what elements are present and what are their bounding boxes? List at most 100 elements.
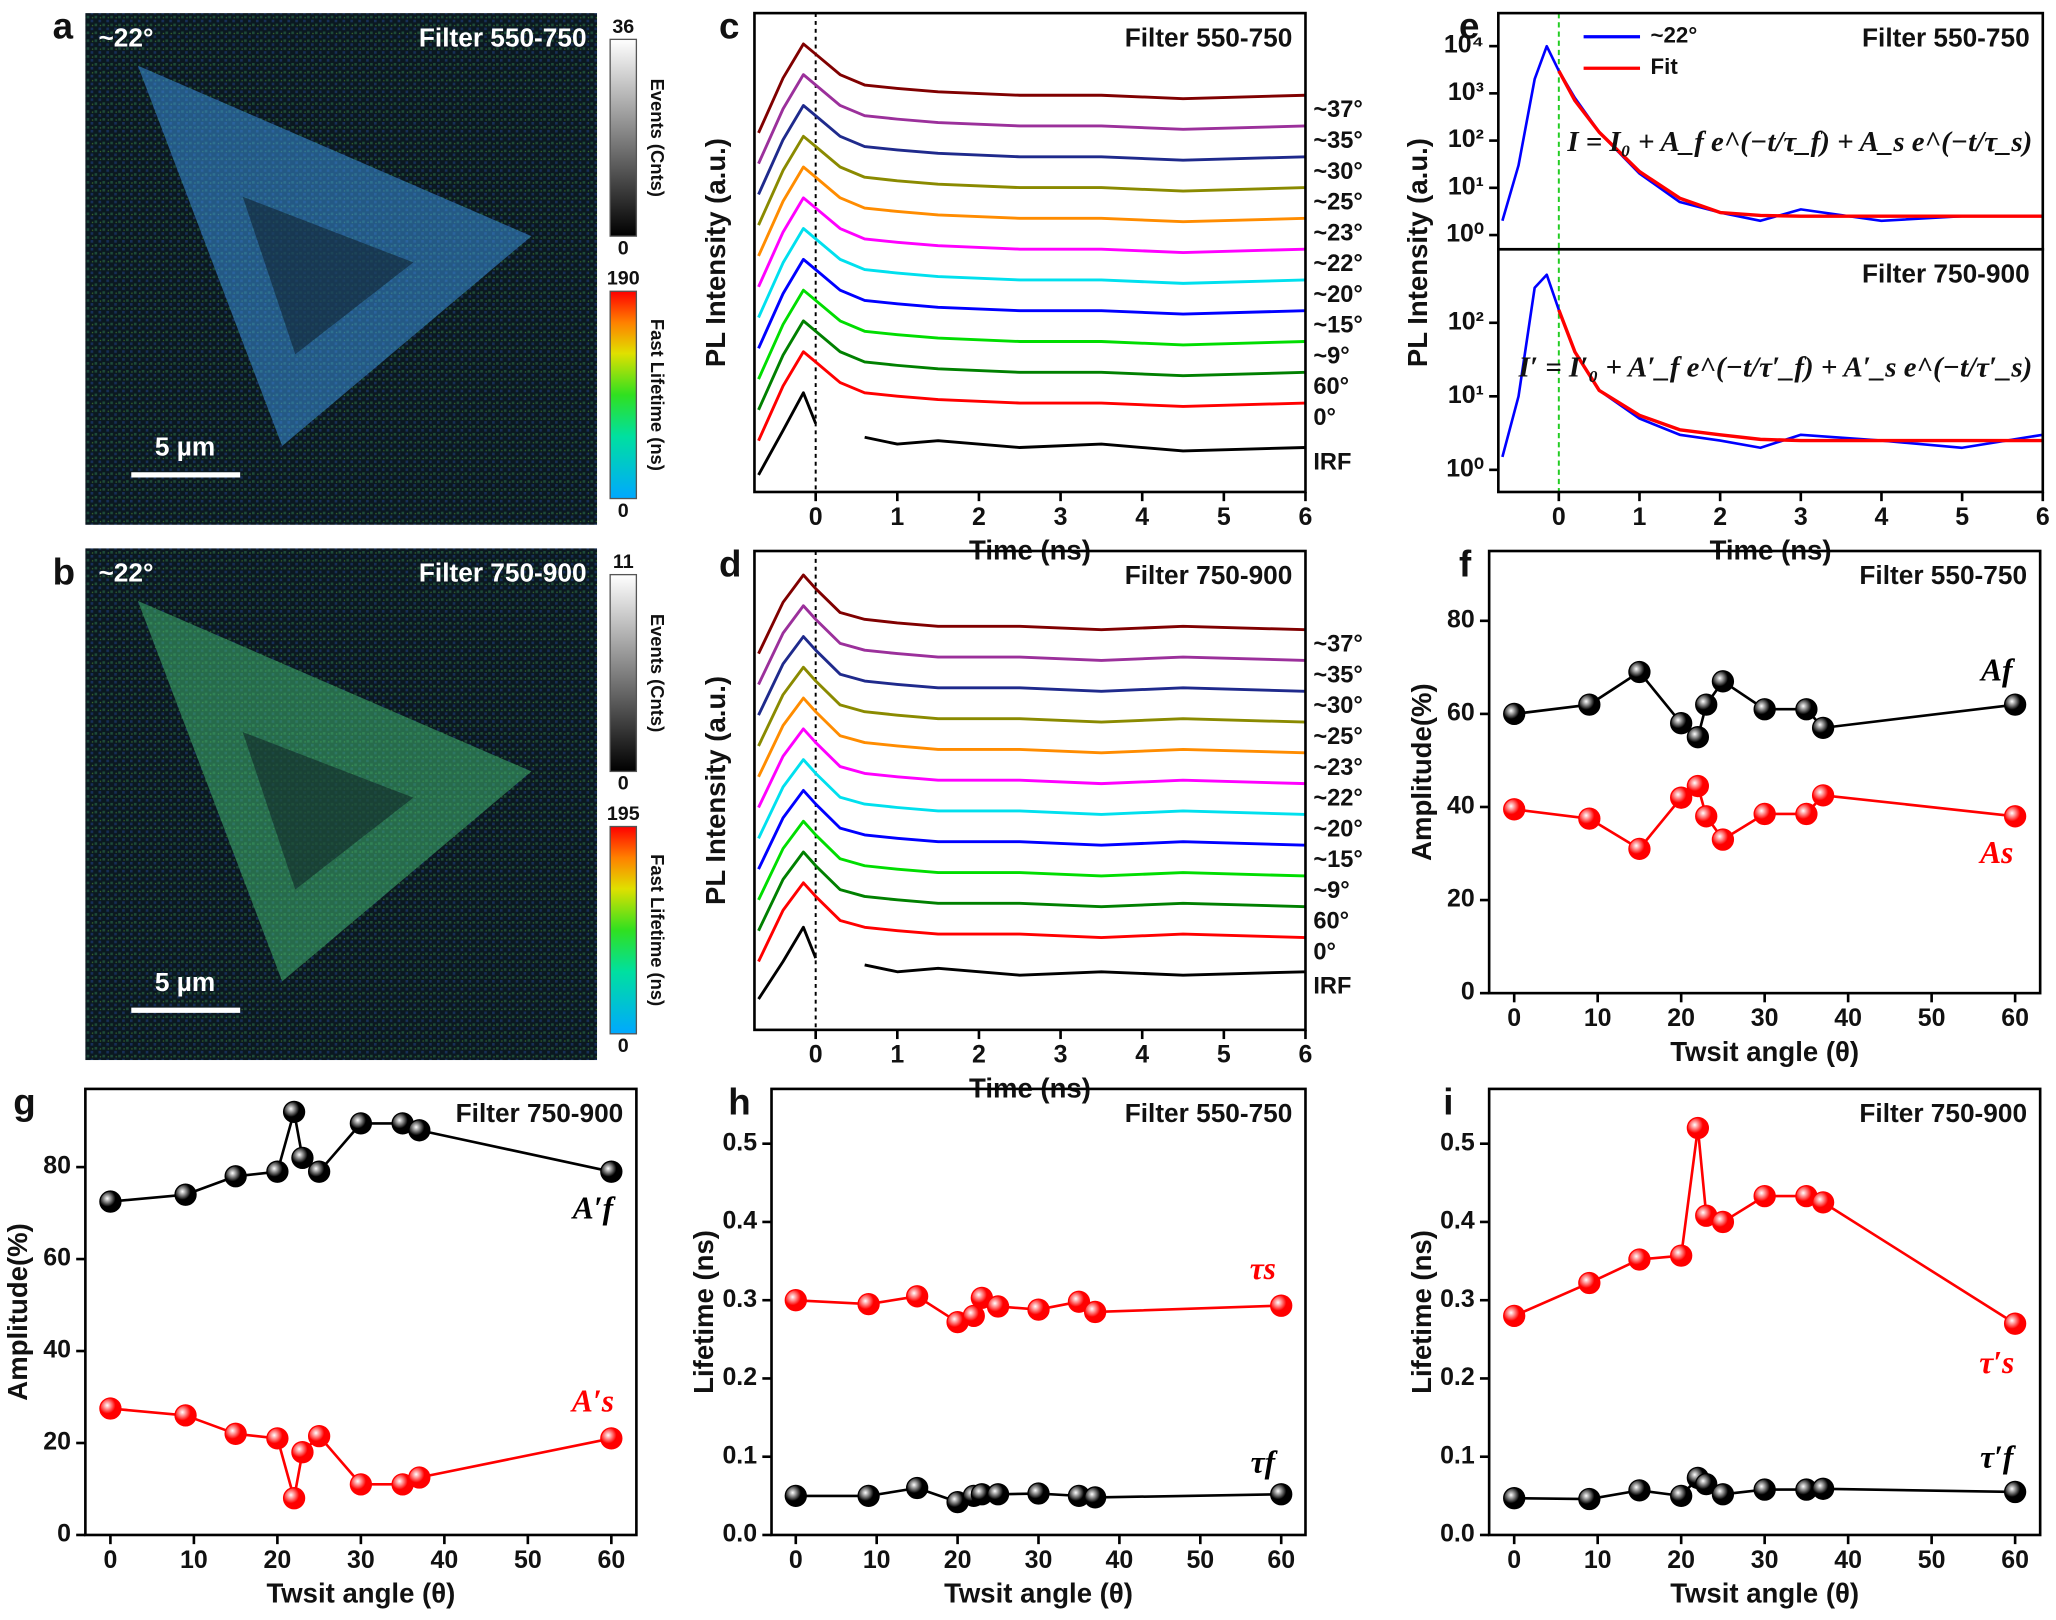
series-annotation: τ′f — [1980, 1440, 2017, 1475]
colorbar — [609, 38, 638, 237]
x-tick-label: 4 — [1135, 503, 1149, 531]
y-tick-label: 0.4 — [1440, 1207, 1475, 1235]
data-curve — [1501, 273, 2043, 458]
filter-label: Filter 550-750 — [419, 22, 587, 52]
series-label: ~35° — [1313, 662, 1363, 688]
series-label: ~9° — [1313, 343, 1349, 369]
marker — [349, 1473, 373, 1496]
panel-title: Filter 750-900 — [456, 1098, 624, 1128]
colorbar-min: 0 — [618, 1035, 629, 1057]
y-tick-label: 0.3 — [1440, 1285, 1475, 1313]
colorbar-min: 0 — [618, 773, 629, 795]
x-tick-label: 20 — [1667, 1004, 1695, 1032]
marker — [1628, 660, 1651, 684]
colorbar-label: Fast Lifetime (ns) — [647, 319, 668, 471]
x-tick-label: 30 — [347, 1546, 375, 1574]
x-tick-label: 4 — [1135, 1041, 1149, 1069]
colorbar-max: 190 — [607, 268, 640, 290]
x-tick-label: 5 — [1955, 503, 1969, 531]
x-tick-label: 5 — [1217, 1041, 1231, 1069]
y-tick-label: 10⁴ — [1444, 31, 1484, 59]
plot-frame — [1497, 247, 2045, 494]
series-label: ~9° — [1313, 878, 1349, 904]
marker — [1503, 1304, 1526, 1328]
panel-letter: d — [719, 543, 741, 584]
decay-curve — [757, 819, 1306, 901]
decay-curve — [757, 134, 1306, 226]
y-tick-label: 0.4 — [722, 1207, 757, 1235]
y-axis-label: Lifetime (ns) — [688, 1230, 719, 1394]
marker — [99, 1190, 122, 1213]
x-tick-label: 30 — [1025, 1546, 1053, 1574]
plot-frame — [84, 1087, 638, 1537]
y-tick-label: 10³ — [1448, 78, 1484, 106]
panel-title: Filter 550-750 — [1125, 22, 1293, 52]
marker — [986, 1295, 1010, 1318]
x-tick-label: 50 — [1918, 1546, 1946, 1574]
marker — [224, 1422, 247, 1445]
decay-curve — [757, 850, 1306, 932]
x-tick-label: 2 — [972, 503, 986, 531]
decay-curve — [757, 881, 1306, 963]
marker — [1270, 1294, 1293, 1317]
marker — [1695, 1472, 1718, 1496]
marker — [986, 1483, 1010, 1506]
colorbar-max: 195 — [607, 803, 640, 825]
marker — [1711, 1483, 1735, 1506]
y-tick-label: 10² — [1448, 307, 1484, 335]
x-tick-label: 0 — [789, 1546, 803, 1574]
marker — [291, 1441, 314, 1464]
y-tick-label: 20 — [1447, 885, 1475, 913]
x-tick-label: 40 — [431, 1546, 459, 1574]
series-annotation: A′f — [571, 1190, 617, 1225]
x-tick-label: 50 — [1918, 1004, 1946, 1032]
marker — [307, 1160, 331, 1183]
marker — [99, 1397, 122, 1420]
marker — [1753, 698, 1776, 721]
panel-letter: g — [13, 1081, 35, 1122]
x-tick-label: 30 — [1751, 1546, 1779, 1574]
x-tick-label: 30 — [1751, 1004, 1779, 1032]
y-axis-label: PL Intensity (a.u.) — [700, 676, 731, 905]
x-tick-label: 1 — [1633, 503, 1647, 531]
plot-frame — [753, 549, 1307, 1032]
marker — [1670, 786, 1693, 809]
panel-letter: c — [719, 6, 739, 47]
marker — [307, 1424, 331, 1448]
y-tick-label: 0.3 — [722, 1285, 757, 1313]
colorbar — [609, 573, 638, 773]
x-tick-label: 60 — [597, 1546, 625, 1574]
series-annotation: τs — [1250, 1251, 1276, 1286]
y-tick-label: 10¹ — [1448, 172, 1484, 200]
angle-label: ~22° — [98, 22, 153, 52]
decay-curve — [757, 104, 1306, 196]
series-label: ~22° — [1313, 786, 1363, 812]
marker — [1670, 1244, 1693, 1267]
y-tick-label: 0 — [1461, 978, 1475, 1006]
decay-curve — [757, 319, 1306, 411]
series-label: ~30° — [1313, 159, 1363, 185]
x-tick-label: 10 — [180, 1546, 208, 1574]
marker — [1695, 693, 1718, 716]
colorbar-label: Events (Cnts) — [647, 614, 668, 732]
equation: I = I₀ + A_f e^(−t/τ_f) + A_s e^(−t/τ_s) — [1566, 126, 2032, 158]
series-label: ~15° — [1313, 847, 1363, 873]
marker — [2003, 1312, 2027, 1335]
series-annotation: As — [1978, 835, 2013, 870]
marker — [282, 1487, 306, 1510]
x-tick-label: 3 — [1054, 503, 1068, 531]
marker — [1753, 802, 1776, 826]
x-tick-label: 20 — [1667, 1546, 1695, 1574]
marker — [1670, 1484, 1693, 1507]
panel-letter: f — [1459, 543, 1472, 584]
marker — [1628, 1248, 1651, 1271]
y-tick-label: 0.0 — [722, 1520, 757, 1548]
decay-curve — [757, 257, 1306, 349]
equation: I′ = I′₀ + A′_f e^(−t/τ′_f) + A′_s e^(−t… — [1518, 352, 2033, 384]
series-label: IRF — [1313, 449, 1351, 475]
marker — [1027, 1482, 1050, 1505]
series-label: ~35° — [1313, 128, 1363, 154]
marker — [282, 1100, 306, 1124]
panel-title: Filter 550-750 — [1862, 22, 2030, 52]
marker — [2003, 805, 2027, 828]
